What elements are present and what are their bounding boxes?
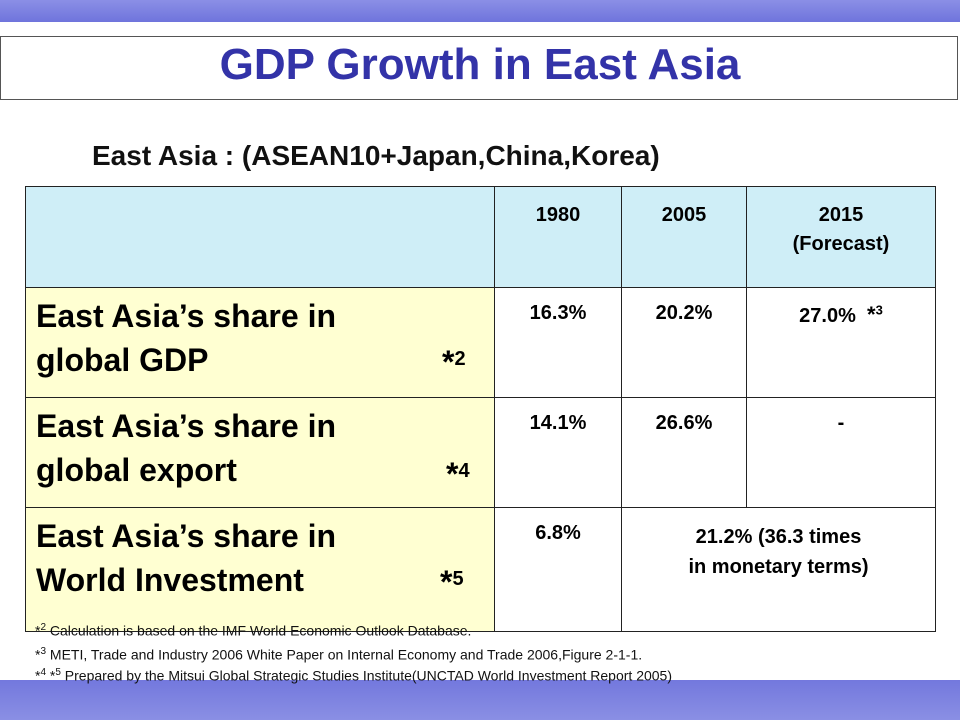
footnote-3: *3 METI, Trade and Industry 2006 White P…	[35, 646, 643, 663]
gdp-share-table: 1980 2005 2015 (Forecast) East Asia’s sh…	[25, 186, 936, 632]
slide-title: GDP Growth in East Asia	[219, 40, 741, 89]
table-header-row: 1980 2005 2015 (Forecast)	[25, 186, 936, 288]
row-label-investment: East Asia’s share in World Investment *5	[25, 507, 495, 632]
row-label-line1: East Asia’s share in	[36, 408, 336, 444]
footnote-4-5: *4 *5 Prepared by the Mitsui Global Stra…	[35, 667, 672, 684]
row-label-line1: East Asia’s share in	[36, 518, 336, 554]
header-empty-cell	[25, 186, 495, 288]
table-row: East Asia’s share in global GDP *2 16.3%…	[25, 287, 936, 398]
cell-gdp-2015: 27.0% *3	[746, 287, 936, 398]
row-label-gdp: East Asia’s share in global GDP *2	[25, 287, 495, 398]
cell-export-2015: -	[746, 397, 936, 508]
header-2015: 2015 (Forecast)	[746, 186, 936, 288]
header-2005: 2005	[621, 186, 747, 288]
header-2015-year: 2015	[818, 204, 864, 226]
footnote-marker: *4	[446, 456, 470, 492]
header-1980: 1980	[494, 186, 622, 288]
table-row: East Asia’s share in World Investment *5…	[25, 507, 936, 632]
footnote-2: *2 Calculation is based on the IMF World…	[35, 622, 472, 639]
row-label-line2: global export	[36, 452, 237, 489]
bottom-decorative-band	[0, 680, 960, 720]
footnote-marker: *2	[442, 344, 466, 380]
row-label-line1: East Asia’s share in	[36, 298, 336, 334]
cell-export-2005: 26.6%	[621, 397, 747, 508]
cell-gdp-1980: 16.3%	[494, 287, 622, 398]
cell-gdp-2005: 20.2%	[621, 287, 747, 398]
cell-investment-2005-2015: 21.2% (36.3 times in monetary terms)	[621, 507, 936, 632]
footnote-marker: *5	[440, 564, 464, 600]
cell-export-1980: 14.1%	[494, 397, 622, 508]
row-label-line2: global GDP	[36, 342, 209, 379]
row-label-export: East Asia’s share in global export *4	[25, 397, 495, 508]
table-row: East Asia’s share in global export *4 14…	[25, 397, 936, 508]
top-decorative-band	[0, 0, 960, 22]
row-label-line2: World Investment	[36, 562, 304, 599]
cell-investment-1980: 6.8%	[494, 507, 622, 632]
title-frame	[0, 36, 958, 100]
header-2015-forecast: (Forecast)	[792, 233, 890, 255]
slide-subtitle: East Asia : (ASEAN10+Japan,China,Korea)	[92, 140, 660, 171]
